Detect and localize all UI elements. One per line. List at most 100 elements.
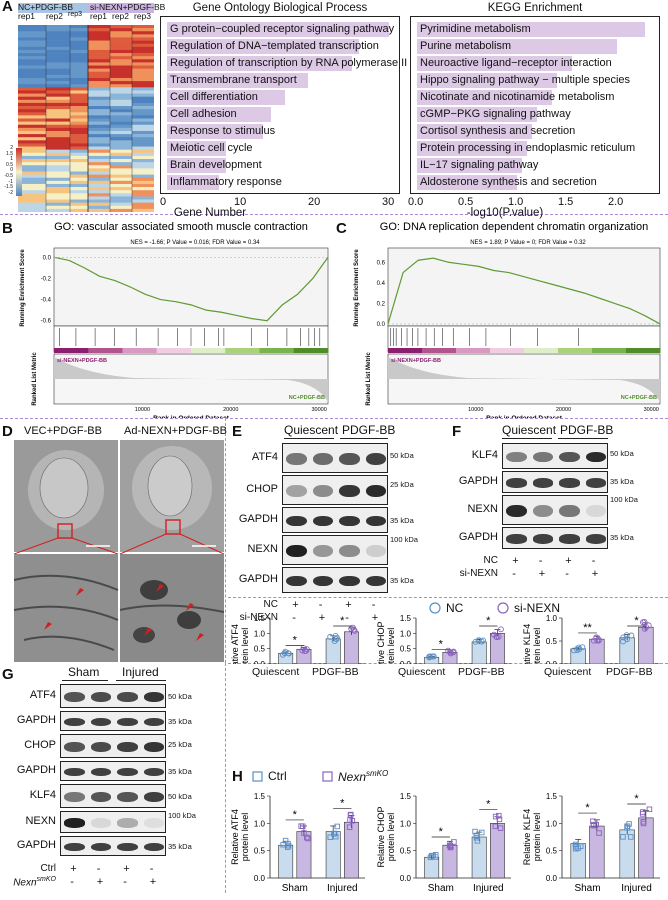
heatmap-cell bbox=[46, 81, 70, 85]
heatmap-cell bbox=[70, 140, 88, 144]
data-point bbox=[493, 634, 500, 641]
heatmap-cell bbox=[46, 84, 70, 88]
blot-row-label: CHOP bbox=[24, 739, 56, 751]
data-point bbox=[473, 832, 480, 839]
blot-row-label: GAPDH bbox=[238, 513, 278, 525]
enrichment-term-label: Hippo signaling pathway − multiple speci… bbox=[420, 74, 631, 86]
heatmap-cell bbox=[132, 143, 154, 147]
heatmap-cell bbox=[46, 93, 70, 97]
heatmap-rep-label: rep2 bbox=[46, 11, 64, 21]
heatmap-cell bbox=[18, 199, 46, 203]
heatmap-cell bbox=[18, 190, 46, 194]
heatmap-cell bbox=[46, 159, 70, 163]
blot-row-label: GAPDH bbox=[458, 531, 498, 543]
blot-band bbox=[143, 842, 164, 852]
heatmap-cell bbox=[70, 152, 88, 157]
heatmap-cell bbox=[132, 118, 154, 122]
heatmap-cell bbox=[18, 115, 46, 119]
legend-e-nc: NC bbox=[446, 601, 464, 615]
blot-band bbox=[90, 767, 111, 777]
gsea-rank-color bbox=[456, 348, 491, 353]
significance-label: ** bbox=[583, 622, 592, 634]
blot-band bbox=[365, 544, 386, 558]
heatmap-cell bbox=[132, 162, 154, 166]
heatmap-cell bbox=[88, 43, 110, 48]
heatmap-cell bbox=[70, 165, 88, 169]
enrichment-bar bbox=[167, 39, 360, 54]
heatmap-cell bbox=[88, 193, 110, 197]
data-point bbox=[492, 823, 499, 830]
gsea-rank-color bbox=[524, 348, 559, 353]
heatmap-cell bbox=[88, 59, 110, 63]
gsea-rank-color bbox=[626, 348, 661, 353]
blot-group-line bbox=[502, 438, 552, 439]
blot-band bbox=[117, 791, 138, 803]
heatmap-cell bbox=[88, 46, 110, 51]
heatmap-cell bbox=[132, 165, 154, 169]
heatmap-cell bbox=[18, 168, 46, 172]
heatmap-cell bbox=[18, 134, 46, 138]
blot-kda-label: 35 kDa bbox=[168, 842, 192, 851]
heatmap-cell bbox=[110, 193, 132, 197]
heatmap-cell bbox=[110, 199, 132, 203]
heatmap-cell bbox=[110, 102, 132, 107]
heatmap-cell bbox=[132, 53, 154, 57]
heatmap-cell bbox=[132, 159, 154, 163]
gsea-ytick: 0.0 bbox=[43, 255, 52, 261]
heatmap-cell bbox=[110, 124, 132, 129]
heatmap-cell bbox=[70, 124, 88, 129]
heatmap-cell bbox=[132, 146, 154, 150]
data-point bbox=[472, 828, 478, 835]
heatmap-cell bbox=[110, 84, 132, 88]
heatmap-cell bbox=[88, 31, 110, 35]
heatmap-cell bbox=[70, 127, 88, 132]
gsea-rank-color bbox=[122, 348, 158, 353]
blot-condition-mark: - bbox=[591, 555, 596, 567]
y-label: Relative CHOP bbox=[376, 806, 386, 867]
heatmap-cell bbox=[110, 202, 132, 207]
blot-condition-mark: - bbox=[149, 863, 154, 875]
data-point bbox=[347, 811, 354, 818]
y-tick: 1.5 bbox=[546, 792, 558, 801]
x-category: PDGF-BB bbox=[458, 666, 505, 678]
heatmap-cell bbox=[132, 31, 154, 35]
heatmap-cell bbox=[132, 43, 154, 48]
blot-row-label: GAPDH bbox=[458, 475, 498, 487]
heatmap-cell bbox=[88, 140, 110, 144]
blot-kda-label: 50 kDa bbox=[168, 792, 192, 801]
blot-condition-mark: + bbox=[538, 568, 546, 580]
heatmap-cell bbox=[132, 68, 154, 73]
x-category: PDGF-BB bbox=[606, 666, 653, 678]
heatmap-cell bbox=[18, 90, 46, 94]
heatmap-cell bbox=[18, 25, 46, 29]
blot-condition-mark: + bbox=[591, 568, 599, 580]
heatmap-cell bbox=[70, 96, 88, 101]
heatmap-cell bbox=[70, 46, 88, 51]
heatmap-cell bbox=[110, 90, 132, 94]
heatmap-cell bbox=[46, 37, 70, 41]
heatmap-cell bbox=[70, 168, 88, 172]
heatmap-group-1: NC+PDGF-BB bbox=[18, 2, 74, 12]
heatmap-cell bbox=[46, 162, 70, 166]
heatmap-cell bbox=[88, 177, 110, 182]
heatmap-cell bbox=[132, 155, 154, 160]
heatmap-cell bbox=[70, 40, 88, 44]
data-point bbox=[448, 843, 454, 850]
data-point bbox=[628, 632, 635, 639]
heatmap-cell bbox=[88, 205, 110, 210]
heatmap-cell bbox=[110, 68, 132, 73]
blot-condition-mark: + bbox=[96, 876, 104, 888]
bar bbox=[638, 626, 654, 664]
blot-band bbox=[64, 717, 85, 727]
heatmap-cell bbox=[18, 74, 46, 79]
heatmap-cell bbox=[18, 62, 46, 66]
heatmap-cell bbox=[88, 118, 110, 122]
blot-strip bbox=[282, 475, 388, 505]
heatmap-cell bbox=[46, 130, 70, 135]
significance-label: * bbox=[439, 638, 444, 650]
heatmap-cell bbox=[18, 77, 46, 82]
enrichment-bar bbox=[417, 90, 552, 105]
y-tick: 1.5 bbox=[400, 614, 412, 623]
heatmap-cell bbox=[132, 115, 154, 119]
heatmap-cell bbox=[110, 25, 132, 29]
